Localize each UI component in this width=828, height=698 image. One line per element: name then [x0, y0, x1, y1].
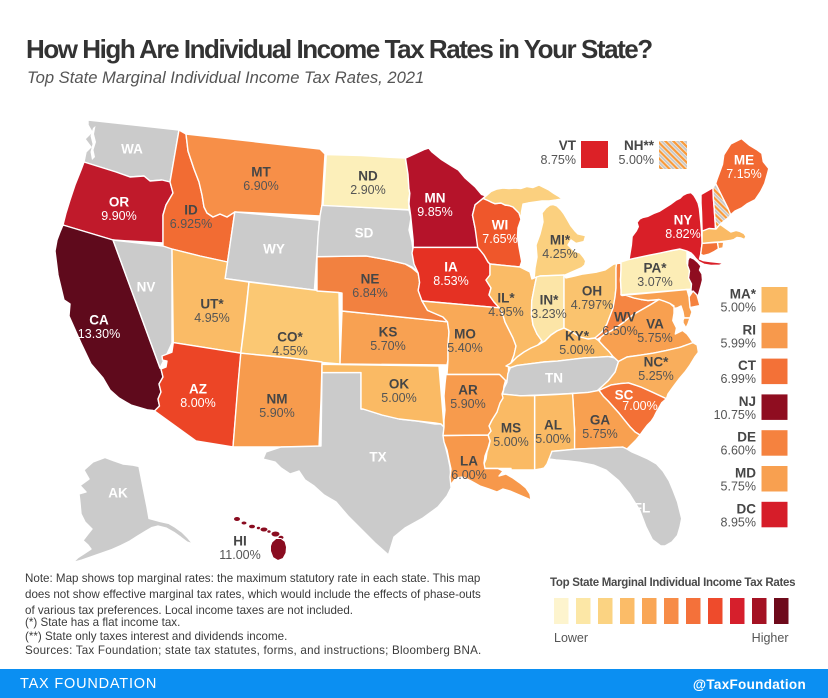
- svg-text:LA: LA: [460, 454, 478, 469]
- svg-text:5.75%: 5.75%: [721, 480, 756, 494]
- svg-text:8.95%: 8.95%: [721, 515, 756, 529]
- svg-text:MN: MN: [425, 191, 446, 206]
- svg-text:TX: TX: [369, 450, 386, 465]
- svg-text:MA*: MA*: [730, 287, 757, 302]
- svg-text:Lower: Lower: [554, 631, 588, 645]
- svg-text:8.53%: 8.53%: [433, 274, 468, 288]
- svg-text:MD: MD: [735, 466, 756, 481]
- svg-text:CO*: CO*: [277, 330, 303, 345]
- svg-text:6.925%: 6.925%: [170, 217, 212, 231]
- svg-text:MI*: MI*: [550, 233, 571, 248]
- svg-text:MT: MT: [251, 165, 271, 180]
- svg-text:4.95%: 4.95%: [194, 311, 229, 325]
- svg-text:5.70%: 5.70%: [370, 339, 405, 353]
- svg-text:5.90%: 5.90%: [259, 406, 294, 420]
- svg-text:SC: SC: [615, 388, 634, 403]
- svg-text:NY: NY: [674, 213, 693, 228]
- svg-text:7.00%: 7.00%: [622, 399, 657, 413]
- svg-text:AK: AK: [108, 486, 128, 501]
- svg-text:WI: WI: [492, 218, 509, 233]
- svg-text:DC: DC: [737, 501, 757, 516]
- svg-text:KS: KS: [379, 325, 398, 340]
- svg-text:4.55%: 4.55%: [272, 344, 307, 358]
- svg-text:SD: SD: [355, 226, 374, 241]
- svg-text:IA: IA: [444, 260, 458, 275]
- svg-text:5.00%: 5.00%: [493, 435, 528, 449]
- svg-text:NJ: NJ: [739, 394, 756, 409]
- svg-text:11.00%: 11.00%: [219, 548, 260, 562]
- svg-text:9.85%: 9.85%: [417, 205, 452, 219]
- svg-text:DE: DE: [737, 430, 756, 445]
- svg-text:NH**: NH**: [624, 138, 655, 153]
- svg-text:AR: AR: [458, 383, 478, 398]
- svg-text:UT*: UT*: [200, 297, 224, 312]
- svg-text:5.99%: 5.99%: [721, 336, 756, 350]
- svg-text:5.90%: 5.90%: [450, 397, 485, 411]
- svg-text:5.00%: 5.00%: [721, 301, 756, 315]
- svg-text:5.75%: 5.75%: [637, 331, 672, 345]
- svg-text:ID: ID: [184, 203, 198, 218]
- svg-text:ME: ME: [734, 153, 754, 168]
- svg-text:13.30%: 13.30%: [78, 327, 120, 341]
- svg-text:WV: WV: [614, 310, 636, 325]
- svg-text:NC*: NC*: [644, 355, 669, 370]
- svg-text:KY*: KY*: [565, 329, 590, 344]
- svg-text:6.00%: 6.00%: [451, 468, 486, 482]
- svg-text:4.25%: 4.25%: [542, 247, 577, 261]
- svg-text:6.90%: 6.90%: [243, 179, 278, 193]
- svg-text:TN: TN: [545, 371, 563, 386]
- svg-text:NE: NE: [361, 272, 380, 287]
- svg-text:GA: GA: [590, 413, 611, 428]
- svg-text:OK: OK: [389, 377, 410, 392]
- svg-text:OR: OR: [109, 195, 130, 210]
- svg-text:8.82%: 8.82%: [665, 227, 700, 241]
- svg-text:ND: ND: [358, 169, 378, 184]
- svg-text:5.25%: 5.25%: [638, 369, 673, 383]
- svg-text:AL: AL: [544, 418, 562, 433]
- svg-text:4.95%: 4.95%: [488, 305, 523, 319]
- svg-text:MO: MO: [454, 327, 476, 342]
- svg-text:MS: MS: [501, 421, 521, 436]
- svg-text:RI: RI: [743, 322, 757, 337]
- svg-text:5.00%: 5.00%: [381, 391, 416, 405]
- svg-text:NV: NV: [137, 280, 156, 295]
- svg-text:NM: NM: [267, 392, 288, 407]
- svg-text:CT: CT: [738, 358, 757, 373]
- svg-text:VT: VT: [559, 138, 577, 153]
- svg-text:5.00%: 5.00%: [535, 432, 570, 446]
- svg-text:6.99%: 6.99%: [721, 372, 756, 386]
- svg-text:Top State Marginal Individual: Top State Marginal Individual Income Tax…: [550, 577, 795, 589]
- svg-text:FL: FL: [634, 501, 651, 516]
- svg-text:3.07%: 3.07%: [637, 275, 672, 289]
- svg-text:CA: CA: [89, 313, 109, 328]
- svg-text:Higher: Higher: [752, 631, 789, 645]
- svg-text:AZ: AZ: [189, 382, 207, 397]
- svg-text:IN*: IN*: [540, 293, 560, 308]
- svg-text:5.40%: 5.40%: [447, 341, 482, 355]
- svg-text:3.23%: 3.23%: [531, 307, 566, 321]
- svg-text:5.75%: 5.75%: [582, 427, 617, 441]
- svg-text:6.50%: 6.50%: [602, 324, 637, 338]
- svg-text:WY: WY: [263, 242, 285, 257]
- svg-text:10.75%: 10.75%: [714, 408, 756, 422]
- svg-text:5.00%: 5.00%: [559, 343, 594, 357]
- svg-text:8.00%: 8.00%: [180, 396, 215, 410]
- svg-text:2.90%: 2.90%: [350, 183, 385, 197]
- svg-text:4.797%: 4.797%: [571, 298, 613, 312]
- svg-text:WA: WA: [121, 142, 143, 157]
- svg-text:7.65%: 7.65%: [482, 232, 517, 246]
- svg-text:8.75%: 8.75%: [541, 153, 576, 167]
- svg-text:5.00%: 5.00%: [619, 153, 654, 167]
- svg-text:7.15%: 7.15%: [726, 167, 761, 181]
- svg-text:6.84%: 6.84%: [352, 286, 387, 300]
- svg-text:6.60%: 6.60%: [721, 444, 756, 458]
- svg-text:PA*: PA*: [643, 261, 667, 276]
- svg-text:IL*: IL*: [497, 291, 515, 306]
- svg-text:HI: HI: [233, 534, 247, 549]
- svg-text:9.90%: 9.90%: [101, 209, 136, 223]
- svg-text:VA: VA: [646, 317, 664, 332]
- svg-text:OH: OH: [582, 284, 602, 299]
